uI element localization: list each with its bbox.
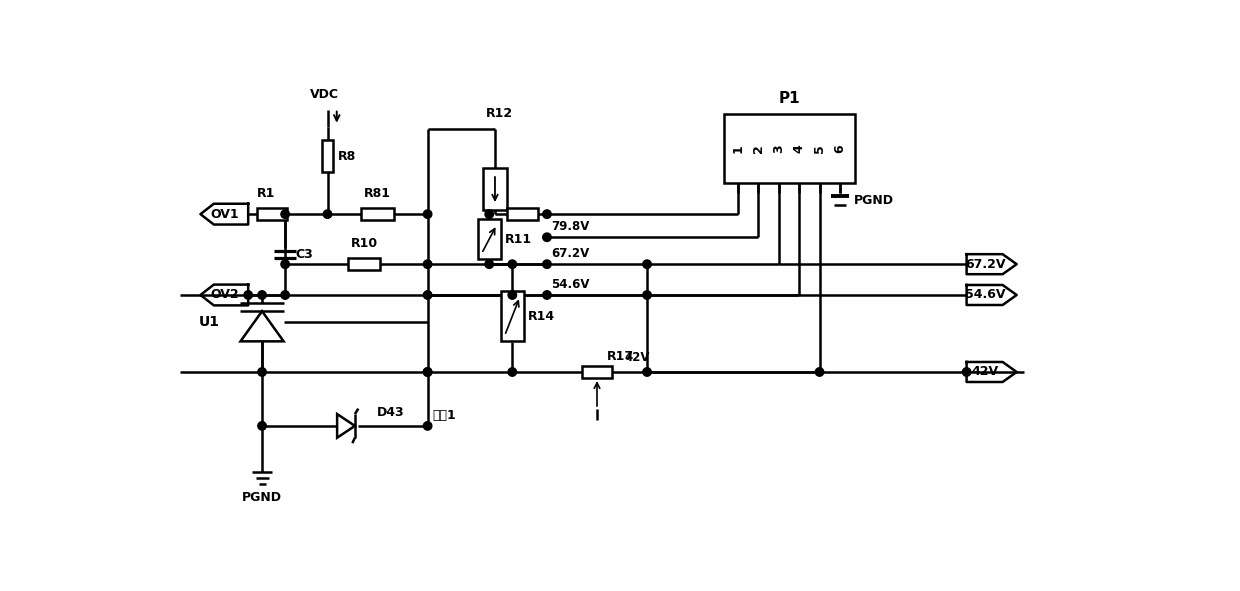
Circle shape: [281, 210, 289, 219]
Text: PGND: PGND: [854, 194, 894, 207]
Bar: [321, 140, 334, 172]
Text: R12: R12: [486, 107, 513, 120]
Circle shape: [642, 291, 651, 299]
Circle shape: [508, 368, 517, 376]
Circle shape: [543, 291, 552, 299]
Text: VDC: VDC: [310, 88, 339, 101]
Circle shape: [244, 291, 253, 299]
Text: 42V: 42V: [624, 351, 650, 364]
Text: U1: U1: [198, 315, 219, 329]
Polygon shape: [337, 414, 355, 438]
Text: P1: P1: [779, 92, 800, 106]
Polygon shape: [241, 311, 284, 342]
Bar: [348, 258, 381, 270]
Circle shape: [281, 291, 289, 299]
Circle shape: [508, 260, 517, 268]
Circle shape: [281, 260, 289, 268]
Text: D43: D43: [377, 406, 404, 419]
Text: PGND: PGND: [242, 491, 281, 504]
Text: 79.8V: 79.8V: [551, 220, 589, 233]
Bar: [724, 114, 854, 183]
Text: C3: C3: [295, 248, 312, 261]
Text: R10: R10: [351, 238, 378, 251]
Text: 2: 2: [751, 144, 765, 153]
Circle shape: [642, 260, 651, 268]
Text: 42V: 42V: [972, 365, 998, 378]
Circle shape: [423, 421, 432, 430]
Circle shape: [485, 210, 494, 219]
Text: 3: 3: [773, 144, 785, 153]
Text: R8: R8: [339, 150, 357, 163]
Text: R1: R1: [257, 187, 275, 200]
Text: 6: 6: [833, 144, 847, 153]
Text: OV1: OV1: [210, 207, 238, 220]
Text: 5: 5: [813, 144, 826, 153]
Text: R11: R11: [505, 233, 532, 246]
Circle shape: [543, 260, 552, 268]
Text: 4: 4: [792, 144, 806, 153]
Circle shape: [485, 260, 494, 268]
Text: 67.2V: 67.2V: [965, 258, 1006, 271]
Circle shape: [258, 291, 267, 299]
Bar: [258, 209, 286, 220]
Circle shape: [508, 291, 517, 299]
Circle shape: [423, 210, 432, 219]
Circle shape: [258, 368, 267, 376]
Bar: [361, 209, 394, 220]
Circle shape: [423, 291, 432, 299]
Bar: [482, 168, 507, 210]
Text: 节点1: 节点1: [433, 409, 456, 422]
Bar: [477, 219, 501, 259]
Circle shape: [543, 233, 552, 242]
Circle shape: [423, 368, 432, 376]
Text: R81: R81: [365, 187, 391, 200]
Text: 54.6V: 54.6V: [551, 278, 589, 291]
Circle shape: [962, 368, 971, 376]
Bar: [507, 209, 538, 220]
Circle shape: [423, 260, 432, 268]
Circle shape: [815, 368, 823, 376]
Circle shape: [258, 421, 267, 430]
Text: 54.6V: 54.6V: [965, 288, 1006, 301]
Circle shape: [324, 210, 332, 219]
Text: 67.2V: 67.2V: [551, 248, 589, 261]
Circle shape: [642, 368, 651, 376]
Bar: [501, 291, 523, 341]
Text: OV2: OV2: [210, 288, 238, 301]
Circle shape: [543, 210, 552, 219]
Text: 1: 1: [732, 144, 744, 153]
Text: R17: R17: [606, 350, 634, 363]
Bar: [583, 366, 611, 378]
Text: R14: R14: [528, 310, 554, 323]
Circle shape: [423, 368, 432, 376]
